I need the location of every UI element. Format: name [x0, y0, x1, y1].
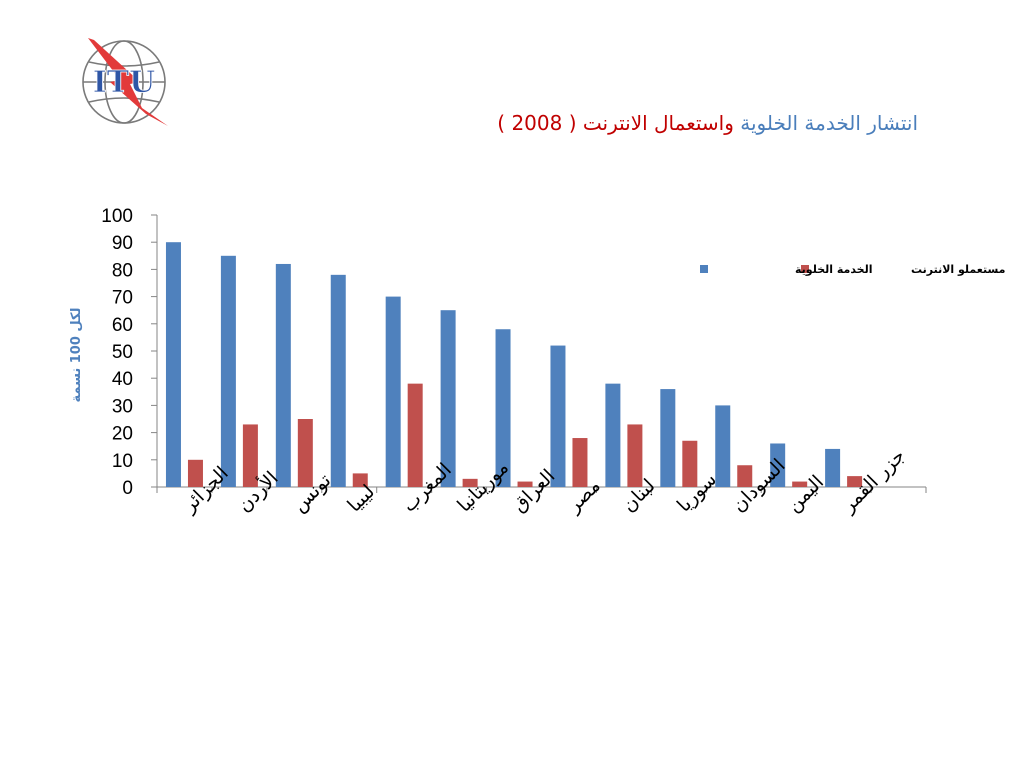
- y-axis-label: لكل 100 نسمة: [69, 308, 84, 403]
- y-tick-label: 90: [112, 233, 133, 254]
- x-category-label: سوريا: [673, 468, 721, 516]
- bar-internet: [352, 473, 368, 487]
- y-tick-label: 100: [101, 206, 133, 227]
- bar-internet: [682, 440, 698, 487]
- bar-internet: [297, 419, 313, 487]
- title-part-cellular: انتشار الخدمة الخلوية: [740, 111, 918, 135]
- bar-internet: [792, 481, 808, 487]
- page-title: انتشار الخدمة الخلوية واستعمال الانترنت …: [497, 111, 918, 135]
- bar-cellular: [330, 274, 346, 487]
- bar-internet: [187, 459, 203, 487]
- bar-cellular: [275, 263, 291, 487]
- bar-internet: [572, 438, 588, 487]
- x-category-label: المغرب: [398, 459, 456, 517]
- bar-internet: [407, 383, 423, 487]
- bar-internet: [517, 481, 533, 487]
- bar-cellular: [495, 329, 511, 487]
- y-tick-label: 40: [112, 369, 133, 390]
- y-tick-label: 70: [112, 288, 133, 309]
- bar-cellular: [550, 345, 566, 487]
- x-category-label: اليمن: [783, 471, 828, 516]
- lightning-icon: [88, 38, 168, 126]
- y-tick-label: 30: [112, 396, 133, 417]
- bar-internet: [847, 476, 863, 487]
- bar-cellular: [385, 296, 401, 487]
- y-tick-label: 60: [112, 315, 133, 336]
- bar-cellular: [605, 383, 621, 487]
- x-category-label: ليبيا: [343, 481, 379, 517]
- legend-label-cellular: الخدمة الخلوية: [795, 263, 873, 276]
- y-tick-label: 50: [112, 342, 133, 363]
- bar-cellular: [770, 443, 786, 487]
- bar-cellular: [660, 389, 676, 487]
- legend-swatch-internet: [801, 265, 809, 273]
- logo-text: ITU: [93, 65, 156, 100]
- itu-logo: ITU: [82, 38, 168, 126]
- bar-cellular: [165, 242, 181, 487]
- y-tick-label: 0: [122, 478, 133, 499]
- bar-cellular: [715, 405, 731, 487]
- bar-cellular: [825, 448, 841, 487]
- bar-internet: [462, 478, 478, 487]
- y-tick-label: 20: [112, 424, 133, 445]
- x-category-label: الجزائر: [178, 462, 233, 517]
- legend-label-internet: مستعملو الانترنت: [911, 263, 1006, 276]
- title-part-internet: واستعمال الانترنت ( 2008 ): [497, 111, 734, 135]
- legend-swatch-cellular: [700, 265, 708, 273]
- bar-cellular: [220, 255, 236, 487]
- y-tick-label: 10: [112, 451, 133, 472]
- y-tick-label: 80: [112, 260, 133, 281]
- bar-internet: [737, 465, 753, 487]
- bar-cellular: [440, 310, 456, 487]
- bar-internet: [242, 424, 258, 487]
- x-category-label: لبنان: [618, 475, 660, 517]
- x-category-label: مصر: [562, 475, 605, 518]
- bar-internet: [627, 424, 643, 487]
- x-category-label: تونس: [288, 469, 335, 516]
